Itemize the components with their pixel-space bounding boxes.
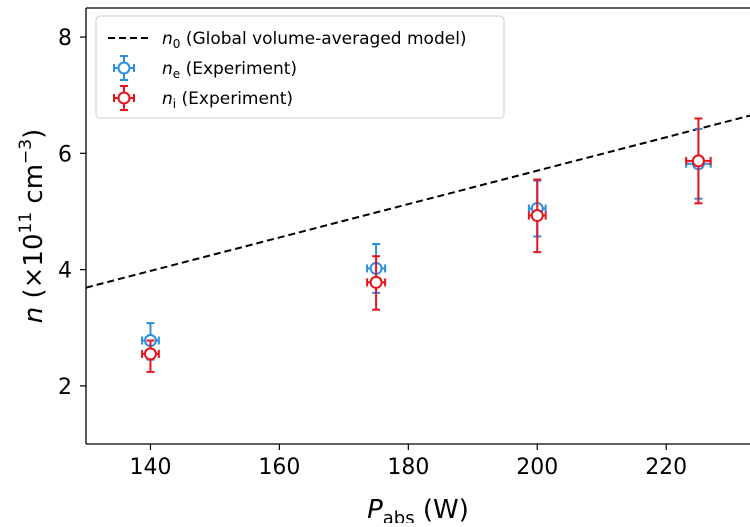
x-tick-label: 200	[516, 455, 558, 480]
data-point-ni	[366, 255, 387, 311]
series-ni	[141, 117, 712, 373]
series-n0-line	[86, 114, 750, 289]
data-point-ni	[141, 339, 160, 373]
x-tick-label: 180	[387, 455, 429, 480]
data-point-ni	[685, 117, 712, 205]
y-tick-label: 8	[58, 26, 72, 51]
data-point-ni-marker	[691, 154, 705, 168]
legend-item: ne (Experiment)	[113, 55, 297, 81]
x-axis-label: Pabs (W)	[367, 495, 469, 523]
data-point-ni-marker	[530, 209, 544, 223]
legend-label: ne (Experiment)	[162, 59, 297, 81]
legend-marker-sample	[117, 91, 131, 105]
y-tick-label: 2	[58, 375, 72, 400]
data-point-ni-marker	[143, 347, 157, 361]
legend-item: n0 (Global volume-averaged model)	[108, 29, 467, 51]
legend-marker-sample	[117, 61, 131, 75]
data-point-ni-marker	[369, 275, 383, 289]
y-tick-label: 6	[58, 142, 72, 167]
legend-item: ni (Experiment)	[113, 85, 293, 111]
legend-label: ni (Experiment)	[162, 89, 293, 111]
y-axis-label: n (×1011 cm−3)	[16, 129, 49, 324]
plot-area	[86, 114, 750, 373]
legend-label: n0 (Global volume-averaged model)	[162, 29, 467, 51]
series-ne	[141, 127, 712, 361]
y-tick-label: 4	[58, 259, 72, 284]
x-tick-label: 140	[129, 455, 171, 480]
data-point-ni	[527, 178, 547, 254]
x-tick-label: 220	[645, 455, 687, 480]
legend: n0 (Global volume-averaged model) ne (Exp…	[95, 15, 505, 119]
x-tick-label: 160	[258, 455, 300, 480]
legend-box	[95, 15, 505, 119]
